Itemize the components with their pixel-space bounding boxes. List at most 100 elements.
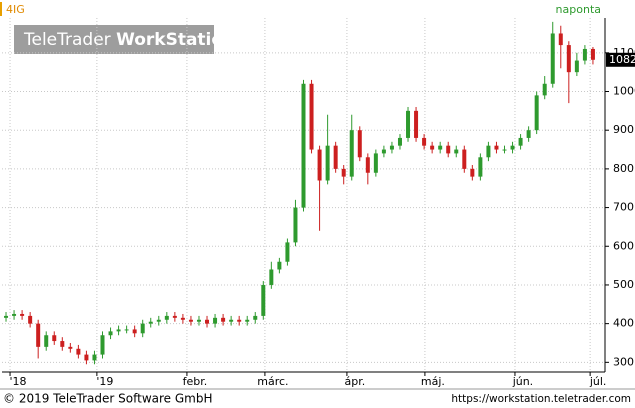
x-tick-label: máj. xyxy=(421,375,445,388)
candle-body xyxy=(261,284,266,316)
candle-body xyxy=(365,157,370,173)
candle-body xyxy=(20,313,25,316)
last-price-label: 1082 xyxy=(609,53,635,66)
candle-body xyxy=(582,48,587,61)
candle-body xyxy=(550,33,555,84)
x-tick-label: febr. xyxy=(183,375,208,388)
watermark-brand: TeleTrader xyxy=(23,30,111,50)
symbol-marker xyxy=(0,2,2,16)
candle-body xyxy=(534,95,539,131)
plot-area xyxy=(2,18,605,372)
candle-body xyxy=(196,319,201,322)
candle-body xyxy=(28,315,33,324)
interval: naponta xyxy=(556,3,601,16)
candle-body xyxy=(422,137,427,146)
y-tick-label: 400 xyxy=(613,317,634,330)
watermark-box xyxy=(14,25,214,54)
candle-body xyxy=(349,130,354,177)
candle-body xyxy=(213,317,218,324)
candle-body xyxy=(406,110,411,138)
symbol: 4IG xyxy=(6,3,25,16)
watermark: TeleTrader WorkStation xyxy=(23,30,235,50)
y-tick-label: 1000 xyxy=(613,85,635,98)
x-tick-label: '19 xyxy=(96,375,113,388)
candle-body xyxy=(4,315,9,318)
candle-body xyxy=(397,137,402,146)
candle-body xyxy=(389,145,394,150)
candle-body xyxy=(341,168,346,177)
candle-body xyxy=(68,346,73,349)
candle-body xyxy=(172,315,177,318)
y-tick-label: 900 xyxy=(613,123,634,136)
candle-body xyxy=(478,157,483,177)
candle-body xyxy=(124,329,129,331)
candle-body xyxy=(373,153,378,173)
candle-body xyxy=(269,269,274,285)
candle-body xyxy=(293,207,298,243)
y-tick-label: 600 xyxy=(613,239,634,252)
candle-body xyxy=(100,335,105,355)
x-tick-label: ápr. xyxy=(345,375,366,388)
candle-body xyxy=(518,137,523,146)
footer-url: https://workstation.teletrader.com xyxy=(451,393,631,405)
candle-body xyxy=(462,149,467,169)
footer-copyright: © 2019 TeleTrader Software GmbH xyxy=(3,392,213,406)
candle-body xyxy=(590,48,595,60)
candle-body xyxy=(309,83,314,150)
candle-body xyxy=(357,130,362,158)
candle-body xyxy=(116,329,121,332)
candle-body xyxy=(317,149,322,181)
candle-body xyxy=(381,149,386,154)
candle-body xyxy=(52,335,57,342)
candle-body xyxy=(454,149,459,154)
candle-body xyxy=(164,315,169,320)
candle-body xyxy=(36,323,41,347)
candle-body xyxy=(108,331,113,336)
x-tick-label: jún. xyxy=(512,375,534,388)
candle-body xyxy=(221,317,226,322)
candle-body xyxy=(510,145,515,150)
candle-body xyxy=(566,45,571,73)
candle-body xyxy=(92,354,97,361)
candle-body xyxy=(148,321,153,324)
candle-body xyxy=(12,313,17,316)
candle-body xyxy=(229,319,234,322)
y-tick-label: 300 xyxy=(613,355,634,368)
last-price-box xyxy=(606,52,635,67)
candle-body xyxy=(180,317,185,320)
y-tick-label: 800 xyxy=(613,162,634,175)
candle-body xyxy=(558,33,563,46)
candle-body xyxy=(60,341,65,347)
candle-body xyxy=(446,145,451,154)
candle-body xyxy=(84,354,89,361)
candle-body xyxy=(414,110,419,138)
candle-body xyxy=(237,319,242,322)
x-tick-label: márc. xyxy=(257,375,288,388)
candle-body xyxy=(132,329,137,334)
watermark-product: WorkStation xyxy=(116,30,235,50)
x-tick-label: '18 xyxy=(10,375,27,388)
y-tick-label: 700 xyxy=(613,201,634,214)
candle-body xyxy=(76,348,81,355)
candle-body xyxy=(470,168,475,177)
candle-body xyxy=(494,145,499,150)
candle-body xyxy=(140,323,145,334)
candle-body xyxy=(526,130,531,138)
candle-body xyxy=(277,261,282,270)
x-tick-label: júl. xyxy=(589,375,607,388)
candle-body xyxy=(285,242,290,262)
candle-body xyxy=(156,319,161,322)
y-tick-label: 500 xyxy=(613,278,634,291)
candle-body xyxy=(325,145,330,181)
candle-body xyxy=(486,145,491,158)
candle-body xyxy=(301,83,306,208)
candle-body xyxy=(502,149,507,151)
candle-body xyxy=(188,319,193,322)
candle-body xyxy=(44,335,49,347)
candle-body xyxy=(574,60,579,73)
candle-body xyxy=(205,319,210,324)
candle-body xyxy=(245,319,250,322)
candle-body xyxy=(333,145,338,169)
